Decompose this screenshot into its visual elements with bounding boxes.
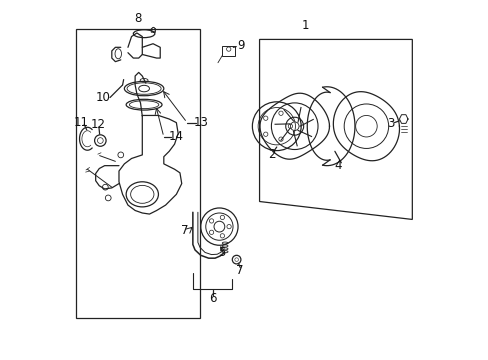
Text: 2: 2 (267, 148, 275, 161)
Text: 8: 8 (134, 12, 141, 25)
Text: 10: 10 (96, 91, 111, 104)
Ellipse shape (126, 99, 162, 110)
Text: 6: 6 (209, 292, 216, 305)
Text: 1: 1 (301, 19, 308, 32)
Ellipse shape (124, 81, 163, 96)
Text: 7: 7 (236, 264, 244, 277)
Text: 4: 4 (333, 159, 341, 172)
Text: 14: 14 (168, 130, 183, 144)
Bar (76, 30, 199, 318)
Text: 9: 9 (237, 39, 244, 52)
Text: 7: 7 (181, 224, 188, 237)
Bar (222, 45, 235, 55)
Text: 11: 11 (74, 116, 89, 129)
Text: 5: 5 (218, 246, 225, 259)
Text: 12: 12 (91, 118, 106, 131)
Text: 3: 3 (386, 117, 394, 130)
Text: 13: 13 (194, 116, 208, 129)
